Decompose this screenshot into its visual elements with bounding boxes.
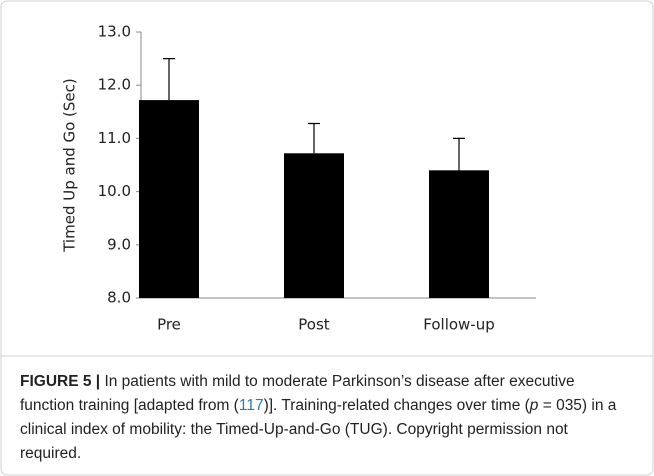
caption: FIGURE 5 | In patients with mild to mode… [20,370,626,466]
y-tick-label: 9.0 [107,235,131,253]
y-tick-label: 11.0 [98,129,131,147]
caption-label: FIGURE 5 | [20,373,101,390]
bar [429,170,489,298]
caption-text: )]. Training-related changes over time ( [263,397,530,414]
caption-text: = 035) in a clinical index of mobility: … [20,397,617,462]
caption-p: p [529,397,539,414]
caption-text: In patients with mild to moderate Parkin… [20,373,575,414]
x-tick-label: Pre [157,316,181,334]
y-tick-label: 13.0 [98,23,131,41]
y-tick-label: 10.0 [98,182,131,200]
y-tick-label: 8.0 [107,289,131,307]
bar [284,153,344,298]
error-bar [453,137,465,171]
caption-ref[interactable]: 117 [238,397,264,414]
bar [139,100,199,298]
y-axis-label: Timed Up and Go (Sec) [61,78,79,253]
error-bar [308,122,320,154]
x-tick-label: Post [298,316,330,334]
y-tick-label: 12.0 [98,76,131,94]
error-bar [163,58,175,101]
x-tick-label: Follow-up [423,316,495,334]
